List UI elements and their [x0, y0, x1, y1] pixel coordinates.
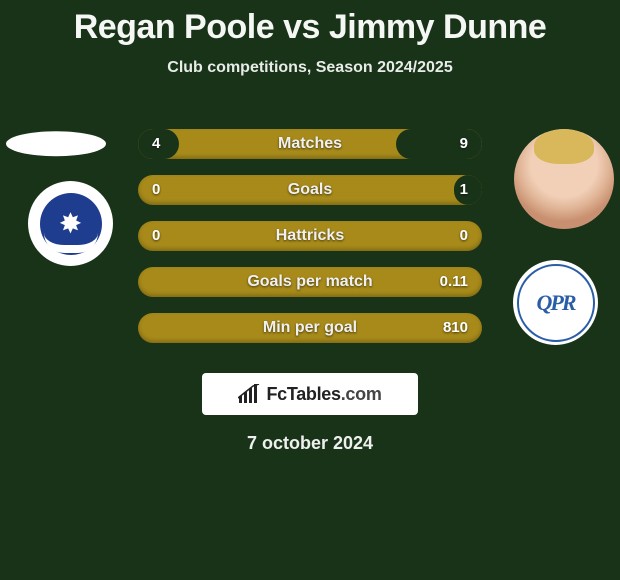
stat-row: 49Matches [138, 129, 482, 159]
left-player-photo [6, 131, 106, 156]
stat-row: 01Goals [138, 175, 482, 205]
crescent-icon [44, 233, 98, 253]
stat-label: Min per goal [138, 313, 482, 343]
stat-row: 810Min per goal [138, 313, 482, 343]
brand-badge: FcTables.com [202, 373, 418, 415]
page-title: Regan Poole vs Jimmy Dunne [0, 0, 620, 47]
club-monogram: QPR [537, 290, 575, 316]
date-label: 7 october 2024 [0, 433, 620, 454]
stat-row: 0.11Goals per match [138, 267, 482, 297]
stat-label: Goals per match [138, 267, 482, 297]
right-club-badge: QPR [513, 260, 598, 345]
stat-label: Hattricks [138, 221, 482, 251]
comparison-panel: ✸ QPR 49Matches 01Goals 00Hattricks 0.11Goa… [0, 105, 620, 365]
stat-row: 00Hattricks [138, 221, 482, 251]
left-club-badge: ✸ [28, 181, 113, 266]
stat-label: Goals [138, 175, 482, 205]
right-player-photo [514, 129, 614, 229]
stat-label: Matches [138, 129, 482, 159]
brand-name: FcTables.com [266, 384, 381, 405]
page-subtitle: Club competitions, Season 2024/2025 [0, 59, 620, 77]
stat-bars: 49Matches 01Goals 00Hattricks 0.11Goals per… [138, 129, 482, 359]
bar-chart-icon [238, 384, 260, 404]
